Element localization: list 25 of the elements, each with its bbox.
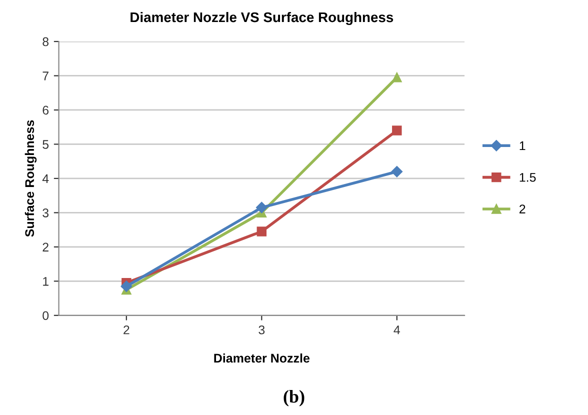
y-tick-label: 6 xyxy=(42,106,49,115)
point xyxy=(391,166,403,178)
y-tick-label: 5 xyxy=(42,140,49,149)
y-tick-label: 8 xyxy=(42,37,49,46)
point xyxy=(256,226,267,236)
chart-title: Diameter Nozzle VS Surface Roughness xyxy=(130,12,394,25)
point xyxy=(256,202,268,214)
point xyxy=(392,126,402,136)
legend-label: 1 xyxy=(520,141,526,150)
y-tick-label: 4 xyxy=(42,174,49,183)
point xyxy=(392,72,402,82)
y-tick-label: 7 xyxy=(42,72,48,80)
y-tick-label: 1 xyxy=(43,277,48,286)
point xyxy=(120,280,132,292)
y-tick-label: 2 xyxy=(42,242,48,252)
legend-label: 2 xyxy=(520,204,526,214)
x-tick-label: 2 xyxy=(124,325,130,334)
x-tick-label: 4 xyxy=(394,326,400,334)
y-tick-label: 0 xyxy=(42,311,49,320)
y-tick-label: 3 xyxy=(42,208,49,218)
x-axis-title: Diameter Nozzle xyxy=(214,353,310,363)
legend-label: 1.5 xyxy=(520,173,536,182)
y-axis-title: Surface Roughness xyxy=(24,120,37,237)
x-tick-label: 3 xyxy=(258,325,265,334)
text: (b) xyxy=(284,390,304,406)
